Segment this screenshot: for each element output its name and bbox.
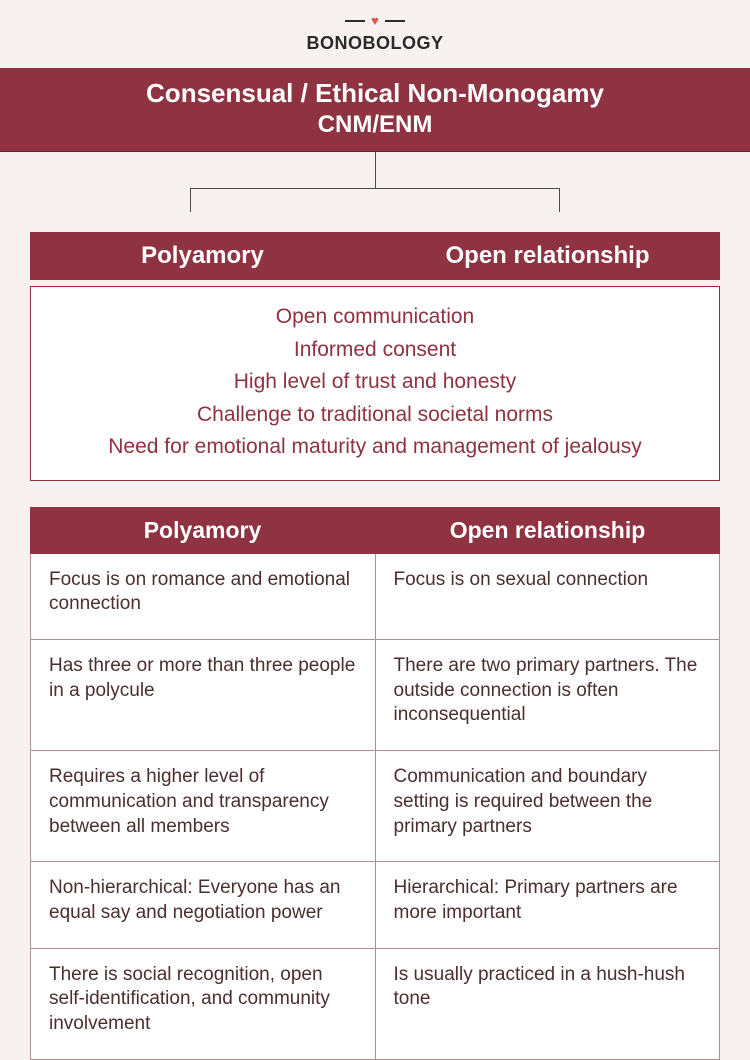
compare-cell-right: There are two primary partners. The outs… [375,640,720,750]
shared-trait: Open communication [47,301,703,334]
table-row: Non-hierarchical: Everyone has an equal … [31,861,719,947]
compare-cell-left: Requires a higher level of communication… [31,751,375,861]
heart-icon: ♥ [371,14,379,27]
compare-left-header: Polyamory [30,507,375,554]
compare-cell-left: Focus is on romance and emotional connec… [31,554,375,639]
branch-header: Polyamory Open relationship [30,232,720,280]
compare-cell-left: There is social recognition, open self-i… [31,949,375,1059]
shared-traits-box: Open communication Informed consent High… [30,286,720,481]
branch-right-label: Open relationship [375,232,720,280]
comparison-table: Polyamory Open relationship Focus is on … [30,507,720,1060]
header-subtitle: CNM/ENM [0,111,750,139]
comparison-header: Polyamory Open relationship [30,507,720,554]
table-row: Has three or more than three people in a… [31,639,719,750]
shared-trait: High level of trust and honesty [47,366,703,399]
comparison-body: Focus is on romance and emotional connec… [30,554,720,1060]
compare-cell-left: Has three or more than three people in a… [31,640,375,750]
compare-cell-right: Is usually practiced in a hush-hush tone [375,949,720,1059]
compare-cell-right: Hierarchical: Primary partners are more … [375,862,720,947]
logo-text: BONOBOLOGY [0,33,750,54]
logo-divider: ♥ [345,14,405,28]
table-row: Focus is on romance and emotional connec… [31,554,719,639]
compare-cell-right: Communication and boundary setting is re… [375,751,720,861]
table-row: Requires a higher level of communication… [31,750,719,861]
compare-cell-right: Focus is on sexual connection [375,554,720,639]
branch-left-label: Polyamory [30,232,375,280]
shared-trait: Informed consent [47,334,703,367]
shared-trait: Challenge to traditional societal norms [47,399,703,432]
compare-cell-left: Non-hierarchical: Everyone has an equal … [31,862,375,947]
header-title: Consensual / Ethical Non-Monogamy [0,78,750,109]
shared-trait: Need for emotional maturity and manageme… [47,431,703,464]
compare-right-header: Open relationship [375,507,720,554]
table-row: There is social recognition, open self-i… [31,948,719,1059]
logo: ♥ BONOBOLOGY [0,0,750,62]
main-header: Consensual / Ethical Non-Monogamy CNM/EN… [0,68,750,152]
tree-connector [0,152,750,232]
